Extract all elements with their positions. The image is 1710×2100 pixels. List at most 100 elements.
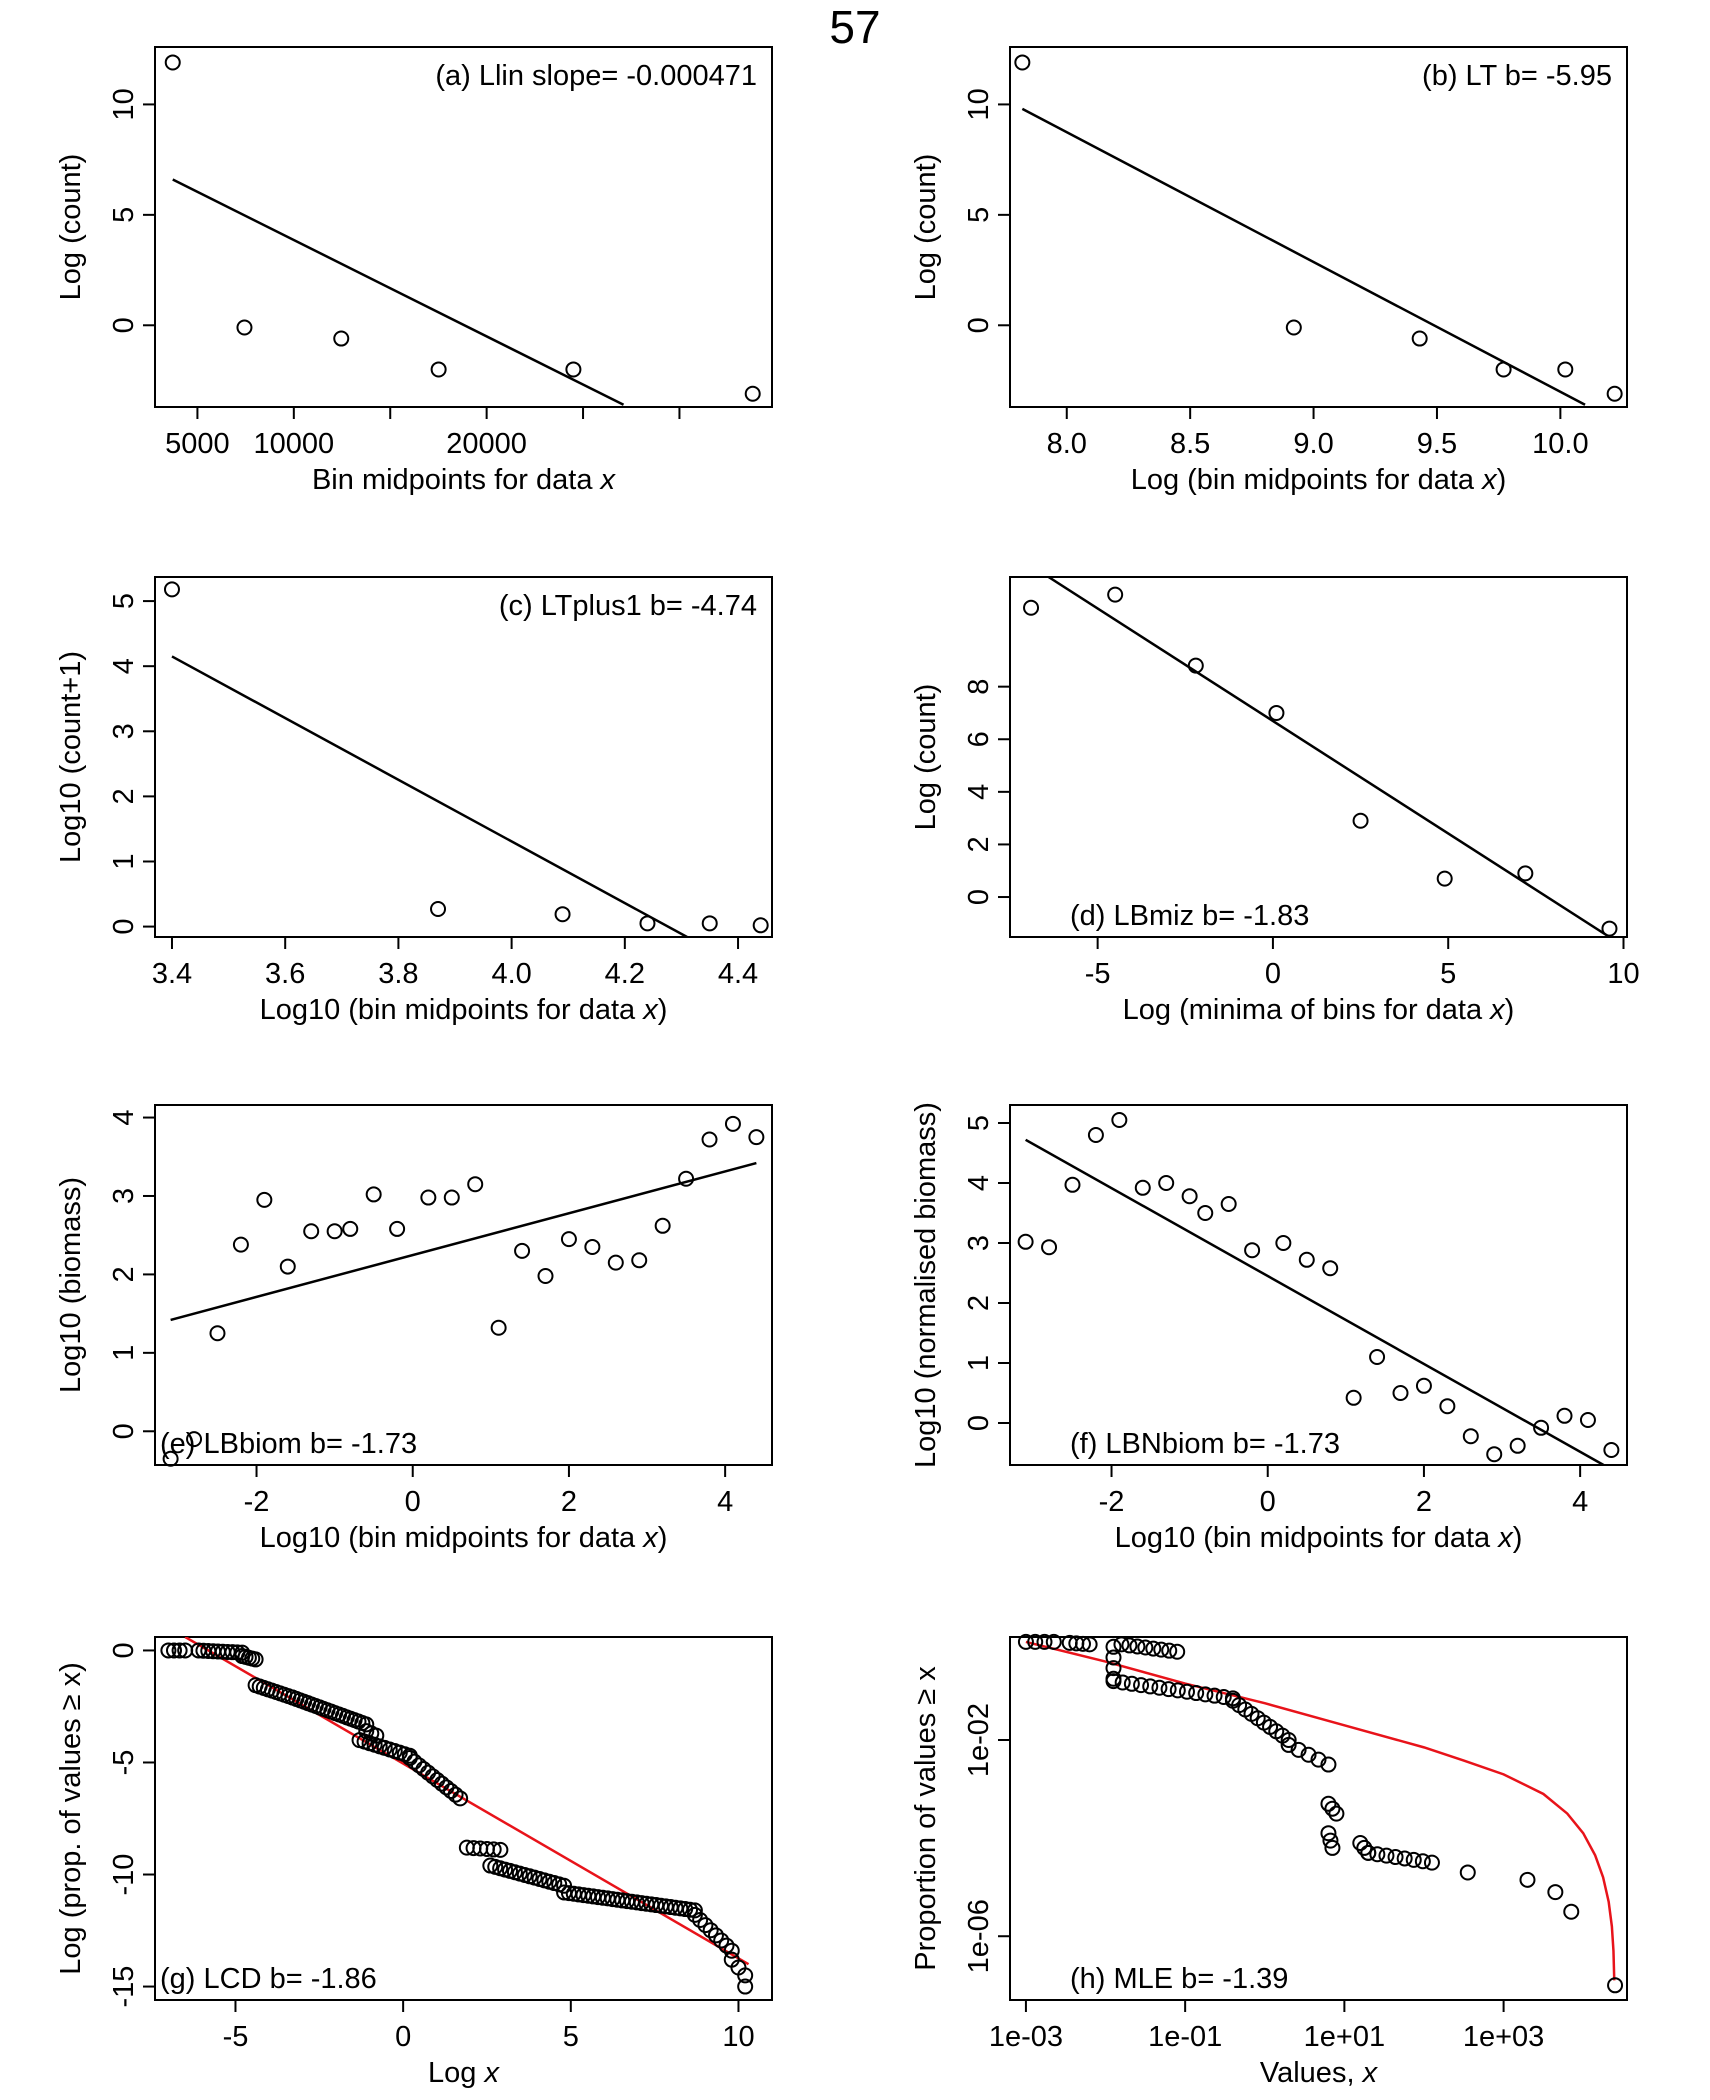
y-axis-label: Log (count) [910,684,942,831]
plot-frame [1009,1104,1628,1466]
x-axis-label-text: Log (bin midpoints for data [1131,464,1482,496]
x-axis-label-variable: x [599,464,617,496]
data-point [702,1922,719,1939]
x-tick-label: 10 [722,2021,754,2053]
data-point [1285,319,1302,336]
data-point [1557,361,1574,378]
panel-annotation: (g) LCD b= -1.86 [160,1963,377,1995]
data-point [1556,1407,1573,1424]
y-tick-label: 6 [963,731,995,747]
data-point [1220,1196,1237,1212]
x-tick-label: 4.4 [718,958,758,990]
x-axis-label-variable: x [482,2057,500,2089]
data-point [631,1252,648,1269]
y-axis-label: Log10 (normalised biomass) [910,1102,942,1468]
data-point [752,917,769,934]
data-point [1017,1633,1034,1650]
y-tick-label: 1e-06 [963,1899,995,1973]
data-point [342,1220,359,1237]
data-point [1041,1239,1058,1256]
data-point [1123,1675,1140,1692]
data-point [1244,1242,1261,1259]
data-point [1378,1847,1395,1864]
data-point [1352,1835,1369,1852]
data-point [1036,1633,1053,1650]
data-point [166,1642,183,1659]
data-point [1579,1412,1596,1428]
data-point [415,1761,432,1777]
panel-a: 5000 10000 20000 0 5 10 Bin midpoints for data… [55,46,773,496]
data-point [1369,1846,1386,1863]
data-point [1151,1679,1168,1696]
data-point [1462,1428,1479,1445]
data-point [537,1267,554,1284]
fit-line [172,178,625,406]
y-tick-label: 4 [108,658,140,674]
data-point [654,1217,671,1234]
data-point [1045,1633,1062,1650]
data-point [607,1254,624,1271]
data-point [707,1927,724,1944]
data-point [232,1236,249,1253]
plot-frame [1009,1636,1628,2001]
data-point [584,1238,601,1255]
y-tick-label: 5 [108,207,140,223]
data-point [1280,1732,1297,1749]
data-point [1153,1641,1170,1658]
x-tick-label: 10.0 [1532,428,1588,460]
data-point [686,1906,703,1923]
y-axis-label: Log10 (count+1) [55,651,87,863]
data-point [692,1911,709,1928]
plot-frame [154,1636,773,2001]
fit-line [1025,1138,1605,1465]
data-point [1206,1687,1223,1704]
data-point [236,319,253,336]
x-axis-label: Log (bin midpoints for data x) [1131,464,1507,496]
data-point [1133,1677,1150,1694]
data-point [1322,1260,1339,1277]
data-point [1142,1678,1159,1695]
plot-area [170,1161,757,1322]
data-point [744,385,761,402]
x-tick-label: -2 [1099,1486,1125,1518]
data-point [1113,1636,1130,1653]
data-point [1105,1638,1122,1655]
data-point [171,1642,188,1659]
y-tick-label: 0 [963,1415,995,1431]
panel-h: 1e-03 1e-01 1e+01 1e+03 1e-02 1e-06 Values, x P… [910,1633,1628,2089]
data-point [492,1841,509,1858]
x-axis-label: Log (minima of bins for data x) [1123,994,1515,1026]
data-point [326,1223,343,1240]
plot-area [1025,1138,1605,1465]
data-point [1324,1800,1341,1817]
data-point [186,1431,203,1448]
data-point [1396,1850,1413,1867]
data-point [279,1258,296,1275]
x-axis-label-suffix: ) [658,1522,668,1554]
y-tick-label: 0 [108,317,140,333]
data-point [1087,1127,1104,1143]
x-axis-label-text: Log10 (bin midpoints for data [260,994,644,1026]
data-point [737,1978,754,1995]
x-axis-label-text: Log10 (bin midpoints for data [1115,1522,1499,1554]
data-point [1169,1643,1186,1660]
data-point [1486,1446,1503,1463]
data-point [164,54,181,71]
data-point [247,1651,264,1668]
x-axis-label-suffix: ) [1513,1522,1523,1554]
y-tick-label: 10 [963,88,995,120]
data-point [1014,54,1031,71]
y-axis-label: Log (prop. of values ≥ x) [55,1662,87,1975]
y-tick-label: 2 [963,1295,995,1311]
fit-line [1047,577,1611,937]
data-point [1324,1839,1341,1856]
y-tick-label: 2 [108,1266,140,1282]
y-tick-label: 1 [108,853,140,869]
x-tick-label: 3.8 [378,958,418,990]
x-tick-label: 0 [405,1486,421,1518]
data-point [1369,1349,1386,1365]
y-axis-label: Log (count) [55,154,87,301]
data-point [467,1176,484,1193]
data-point [485,1841,502,1858]
data-point [256,1191,273,1208]
